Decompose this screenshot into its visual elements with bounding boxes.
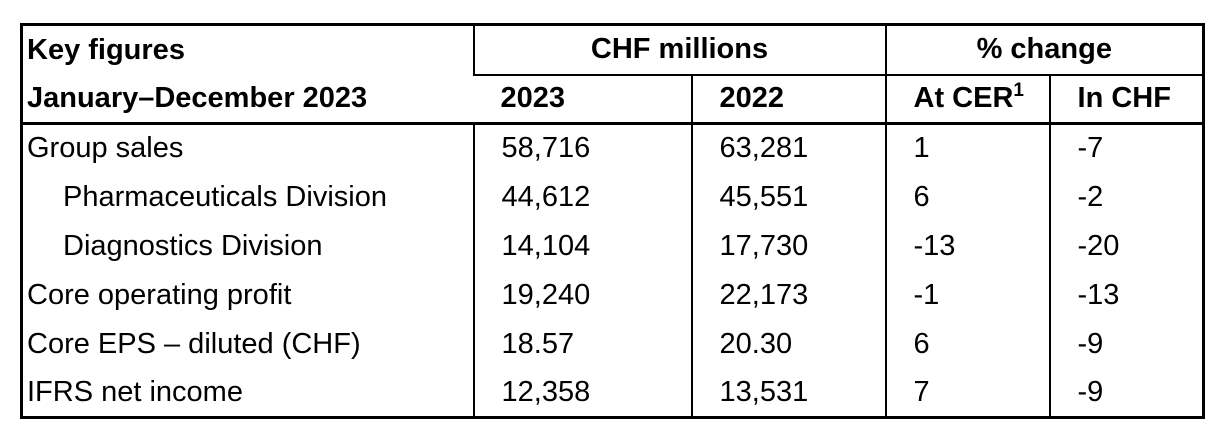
key-figures-table-container: Key figures January–December 2023 CHF mi… [20,23,1206,419]
row-label: Core EPS – diluted (CHF) [27,327,361,360]
row-label: Diagnostics Division [63,229,323,262]
value-in-chf: -7 [1048,123,1204,173]
value-2022: 17,730 [690,221,886,271]
footnote-marker: 1 [1013,80,1024,102]
table-title-line1: Key figures [27,33,185,66]
value-2022: 45,551 [690,172,886,222]
value-at-cer: 6 [884,319,1050,369]
table-title-cell: Key figures January–December 2023 [21,24,474,125]
value-2023: 19,240 [472,270,692,320]
value-2023: 44,612 [472,172,692,222]
value-in-chf: -20 [1048,221,1204,271]
header-2022: 2022 [690,74,886,125]
value-at-cer: -1 [884,270,1050,320]
header-at-cer: At CER1 [884,74,1050,125]
table-row-group-sales: Group sales 58,716 63,281 1 -7 [22,123,1204,173]
table-row-core-operating-profit: Core operating profit 19,240 22,173 -1 -… [22,270,1204,320]
header-at-cer-text: At CER [913,82,1014,115]
value-in-chf: -2 [1048,172,1204,222]
value-at-cer: 6 [884,172,1050,222]
value-at-cer: 7 [884,368,1050,418]
value-at-cer: 1 [884,123,1050,173]
value-in-chf: -13 [1048,270,1204,320]
value-2022: 22,173 [690,270,886,320]
value-2023: 58,716 [472,123,692,173]
table-row-diagnostics-division: Diagnostics Division 14,104 17,730 -13 -… [22,221,1204,271]
table-title-line2: January–December 2023 [27,81,368,114]
header-group-row: Key figures January–December 2023 CHF mi… [21,24,1204,125]
table-row-ifrs-net-income: IFRS net income 12,358 13,531 7 -9 [22,368,1204,418]
value-at-cer: -13 [884,221,1050,271]
row-label: IFRS net income [27,375,243,408]
table-row-core-eps-diluted: Core EPS – diluted (CHF) 18.57 20.30 6 -… [22,319,1204,369]
value-2023: 12,358 [472,368,692,418]
table-row-pharmaceuticals-division: Pharmaceuticals Division 44,612 45,551 6… [22,172,1204,222]
value-2022: 63,281 [690,123,886,173]
header-2023: 2023 [473,74,692,125]
value-2023: 18.57 [472,319,692,369]
header-chf-millions: CHF millions [472,24,886,76]
value-in-chf: -9 [1048,319,1204,369]
header-in-chf: In CHF [1048,74,1204,125]
value-2023: 14,104 [472,221,692,271]
value-2022: 13,531 [690,368,886,418]
row-label: Pharmaceuticals Division [63,180,387,213]
key-figures-table: Key figures January–December 2023 CHF mi… [20,23,1206,419]
header-column-row: 2023 2022 At CER1 In CHF [22,74,1204,125]
header-percent-change: % change [884,24,1204,76]
value-2022: 20.30 [690,319,886,369]
row-label: Core operating profit [27,278,292,311]
value-in-chf: -9 [1048,368,1204,418]
row-label: Group sales [27,132,184,165]
